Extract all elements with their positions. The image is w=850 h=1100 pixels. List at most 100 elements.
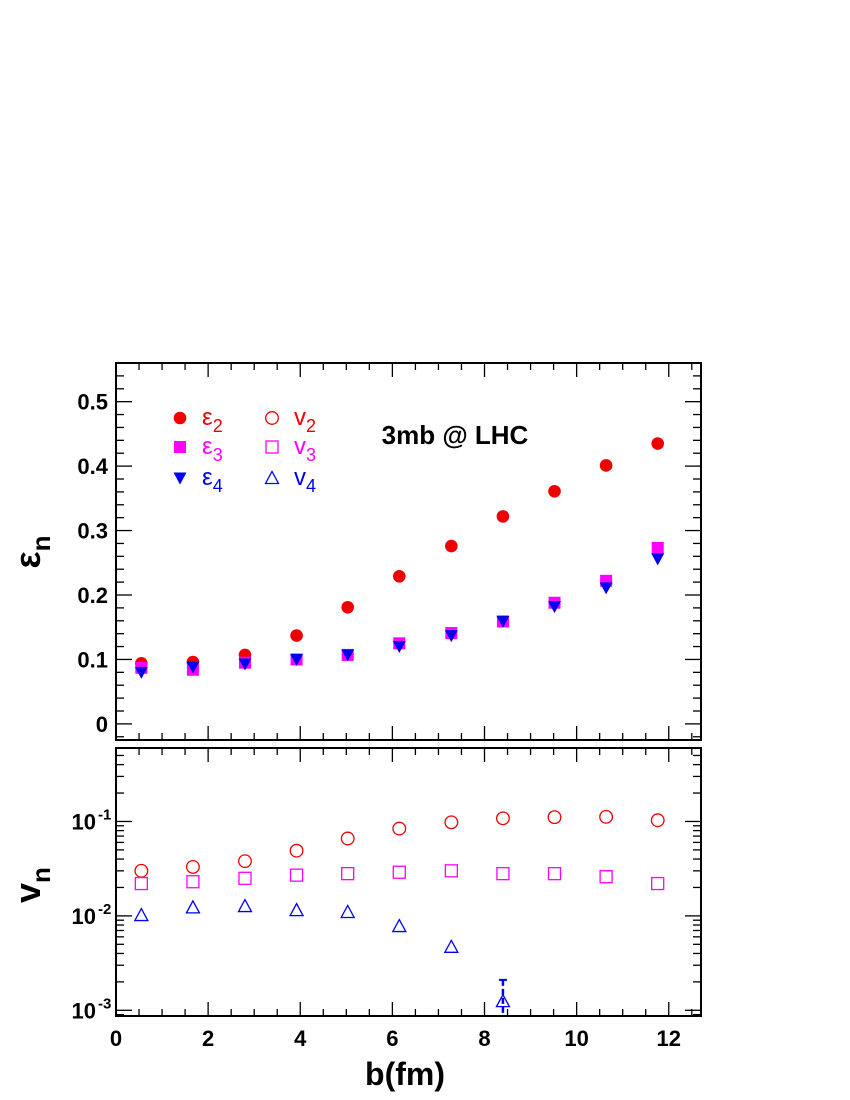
v2-point [444, 815, 459, 830]
legend-label-sub: 4 [306, 476, 316, 496]
legend-marker-v2 [265, 411, 279, 425]
legend-label-v2: v2 [294, 404, 316, 436]
legend-label-main: ε [202, 433, 213, 460]
v4-point [185, 899, 201, 914]
epsilon4-point [392, 641, 406, 654]
epsilon2-point [496, 510, 510, 523]
v2-point [238, 854, 252, 869]
v3-point [238, 871, 252, 885]
legend-marker-v3 [265, 440, 279, 454]
top-y-tick-label: 0.5 [77, 390, 108, 415]
epsilon4-point [186, 661, 200, 674]
top-y-axis-label-sub: n [26, 536, 56, 552]
legend-label-sub: 3 [213, 445, 223, 465]
v3-point [134, 876, 148, 891]
v3-point [186, 875, 200, 889]
bottom-y-tick-exponent: -3 [98, 995, 111, 1012]
epsilon4-point [651, 553, 665, 566]
legend-marker-epsilon4 [173, 472, 187, 485]
top-y-axis-label: εn [7, 536, 56, 569]
top-y-tick-label: 0.2 [77, 583, 108, 608]
top-y-tick-label: 0.1 [77, 647, 108, 672]
v2-point [599, 809, 614, 824]
v3-point [651, 876, 665, 891]
legend-label-main: v [294, 464, 306, 491]
v3-point [289, 868, 304, 882]
v2-point [547, 810, 562, 825]
epsilon4-point [134, 666, 148, 679]
bottom-y-tick-exponent: -2 [98, 901, 111, 918]
bottom-y-tick-label: 10 [72, 998, 96, 1023]
legend-label-main: v [294, 433, 306, 460]
bottom-panel-frame [115, 747, 702, 1017]
bottom-y-axis-label-main: v [7, 883, 48, 903]
top-y-axis-label-main: ε [7, 551, 48, 568]
x-tick-label: 6 [386, 1026, 398, 1051]
epsilon2-point [651, 437, 665, 450]
v3-point [599, 870, 613, 884]
x-tick-label: 0 [110, 1026, 122, 1051]
legend-marker-epsilon2 [173, 411, 187, 425]
top-y-tick-label: 0 [96, 712, 108, 737]
epsilon4-point [496, 615, 510, 628]
v2-point [495, 811, 510, 826]
v2-point [134, 863, 149, 878]
v4-point [391, 918, 407, 933]
svg-text:εn: εn [7, 536, 56, 569]
legend-label-main: v [294, 404, 306, 431]
svg-text:vn: vn [7, 867, 56, 903]
x-tick-label: 2 [202, 1026, 214, 1051]
legend-label-sub: 4 [213, 476, 223, 496]
v4-point [340, 904, 356, 919]
epsilon4-point [341, 649, 355, 662]
legend-label-sub: 2 [213, 416, 223, 436]
bottom-y-tick-base: 10 [72, 998, 96, 1023]
top-panel-ticks: 0 0.1 0.2 0.3 0.4 0.5 [77, 363, 701, 740]
v2-point [392, 821, 407, 836]
epsilon4-point [290, 653, 304, 666]
x-tick-label: 4 [294, 1026, 307, 1051]
epsilon3-point [651, 541, 664, 554]
v2-point [650, 813, 665, 828]
v3-point [444, 864, 458, 878]
v2-point [185, 859, 200, 874]
bottom-panel-marks [133, 809, 665, 1015]
legend-label-main: ε [202, 464, 213, 491]
v3-point [496, 867, 510, 881]
epsilon2-point [548, 484, 561, 498]
legend-label-main: ε [202, 404, 213, 431]
epsilon2-point [599, 459, 613, 472]
epsilon2-point [445, 539, 458, 553]
v2-point [289, 843, 304, 858]
x-tick-label: 8 [478, 1026, 490, 1051]
epsilon2-point [290, 629, 303, 642]
top-panel-frame [115, 362, 702, 741]
top-panel-epsilon: 00.10.20.30.40.5 3mb @ LHC εn ε2ε3ε4v2v3… [7, 362, 702, 741]
legend-label-epsilon3: ε3 [202, 433, 223, 465]
legend-marker-epsilon3 [174, 441, 186, 453]
v4-point [443, 938, 459, 953]
epsilon2-point [392, 570, 406, 583]
v4-point [288, 902, 305, 917]
legend-label-v4: v4 [294, 464, 316, 496]
epsilon2-point [341, 600, 354, 614]
top-y-tick-label: 0.3 [77, 519, 108, 544]
legend-label-sub: 3 [306, 445, 316, 465]
epsilon4-point [444, 630, 458, 643]
legend-label-epsilon2: ε2 [202, 404, 223, 436]
x-tick-label: 12 [657, 1026, 681, 1051]
legend-label-epsilon4: ε4 [202, 464, 223, 496]
bottom-y-tick-exponent: -1 [98, 806, 111, 823]
v4-point [133, 907, 149, 922]
legend-label-v3: v3 [294, 433, 316, 465]
v4-point [237, 898, 253, 913]
v3-point [341, 867, 355, 881]
x-axis-label: b(fm) [365, 1056, 445, 1092]
bottom-y-tick-label: 10 [72, 904, 96, 929]
bottom-y-tick-base: 10 [72, 904, 96, 929]
v3-point [392, 865, 406, 879]
